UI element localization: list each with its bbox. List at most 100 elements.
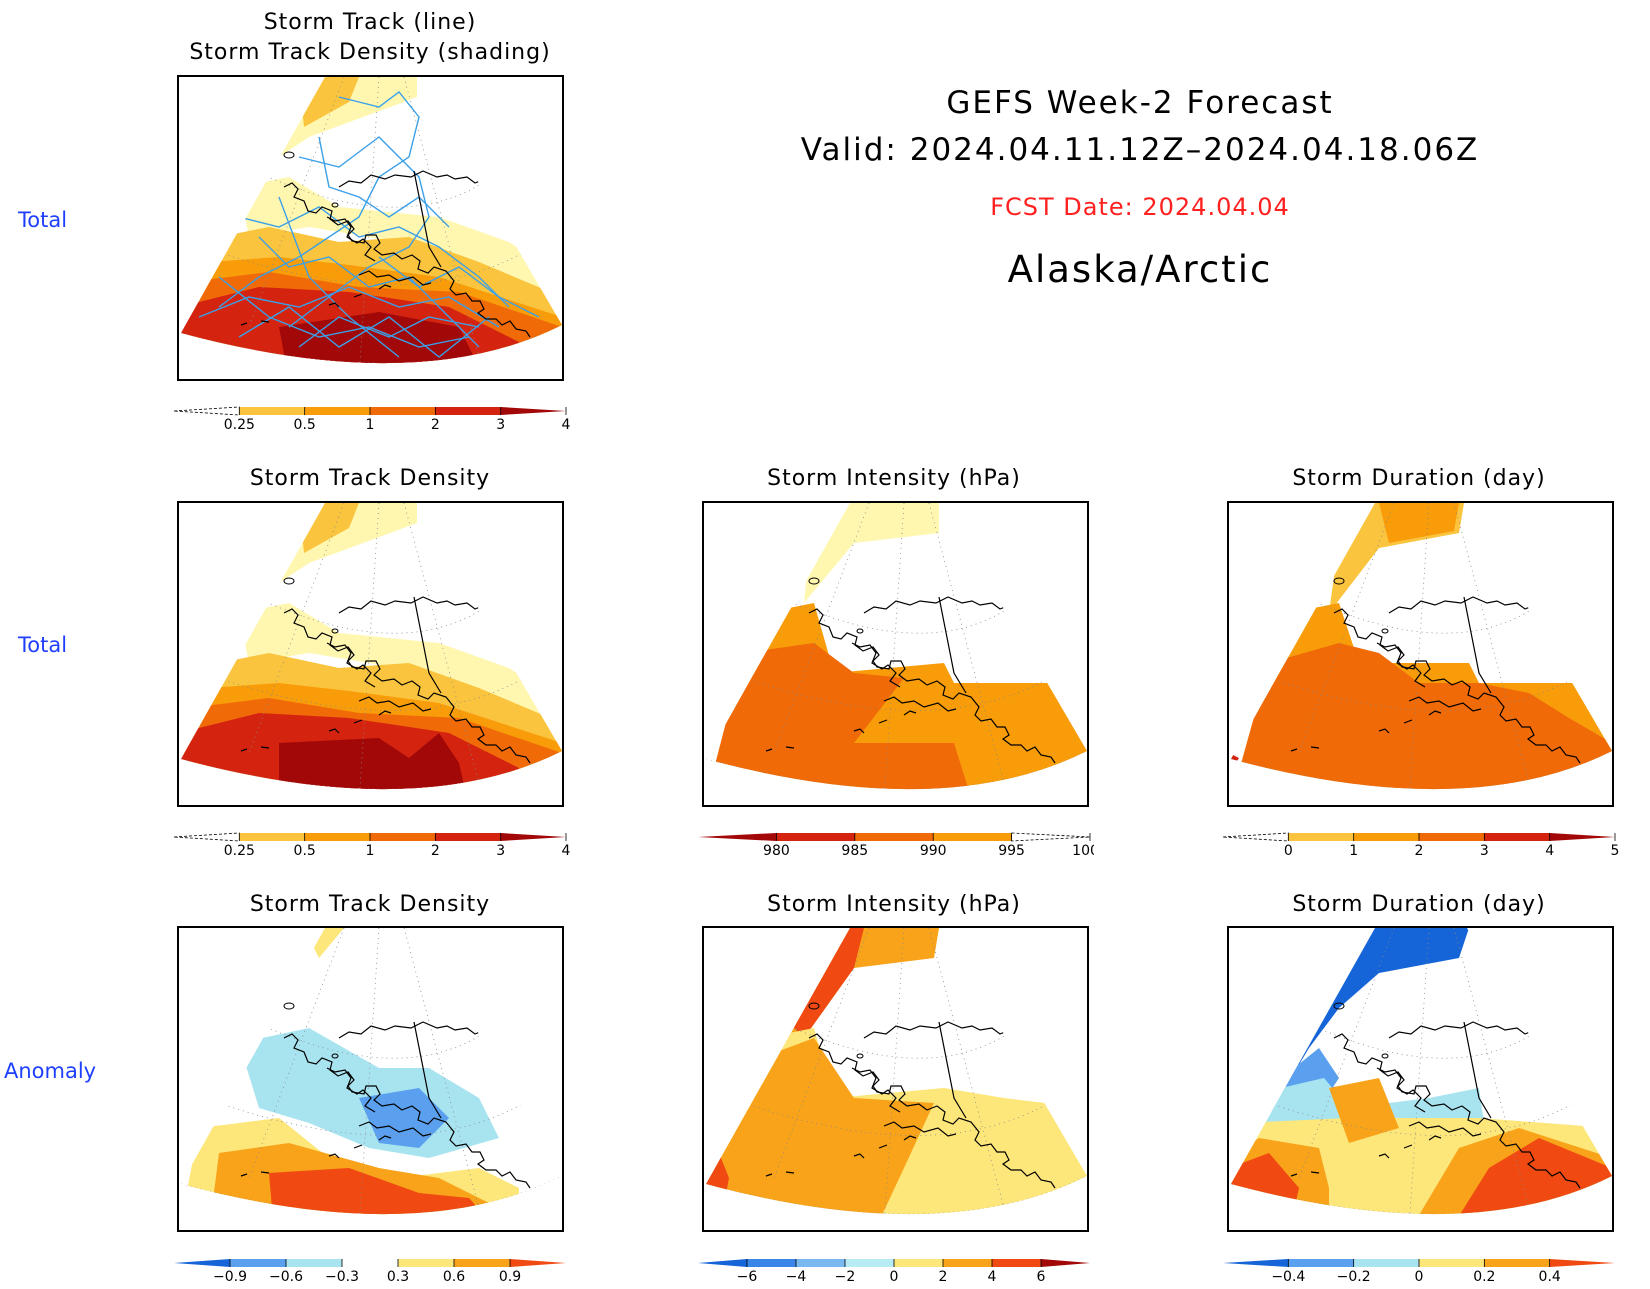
colorbar-swatch [894, 1259, 943, 1267]
colorbar-swatch [776, 833, 855, 841]
colorbar-tick-label: −2 [835, 1269, 856, 1285]
colorbar-swatch [1011, 832, 1091, 842]
colorbar-swatch [1419, 833, 1485, 841]
colorbar-tick-label: 3 [496, 417, 505, 433]
colorbar-tick-label: 0.4 [1539, 1269, 1561, 1285]
colorbar-swatch [304, 833, 370, 841]
panel-title-duration-anom: Storm Duration (day) [1292, 892, 1546, 917]
colorbar-swatch [239, 833, 305, 841]
colorbar-tick-label: 2 [431, 417, 440, 433]
colorbar-swatch [230, 1259, 286, 1267]
colorbar-tick-label: 4 [562, 843, 570, 859]
panel-title-track: Storm Track (line) Storm Track Density (… [170, 8, 570, 68]
map-density-anomaly [177, 926, 564, 1232]
colorbar-swatch [1419, 1259, 1485, 1267]
colorbar-swatch [1041, 1259, 1090, 1267]
colorbar-density-top: 0.25 0.5 1 2 3 4 [170, 403, 571, 437]
colorbar-swatch [173, 406, 240, 416]
colorbar-tick-label: 2 [431, 843, 440, 859]
fcst-date: FCST Date: 2024.04.04 [990, 193, 1290, 221]
colorbar-swatch [698, 1259, 747, 1267]
colorbar-duration-anomaly: −0.4 −0.2 0 0.2 0.4 [1219, 1255, 1619, 1289]
colorbar-tick-label: 980 [763, 843, 790, 859]
panel-title-intensity-anom: Storm Intensity (hPa) [767, 892, 1021, 917]
colorbar-swatch [1353, 1259, 1419, 1267]
colorbar-swatch [933, 833, 1012, 841]
colorbar-density-total: 0.25 0.5 1 2 3 4 [170, 829, 571, 863]
colorbar-tick-label: 2 [939, 1269, 948, 1285]
colorbar-tick-label: 0 [1415, 1269, 1424, 1285]
colorbar-tick-label: 4 [988, 1269, 997, 1285]
colorbar-swatch [1223, 1259, 1289, 1267]
colorbar-tick-label: 1 [366, 843, 375, 859]
colorbar-tick-label: −6 [737, 1269, 758, 1285]
colorbar-tick-label: 0 [1284, 843, 1293, 859]
colorbar-swatch [342, 1259, 398, 1267]
row-label-total-1: Total [18, 208, 68, 232]
colorbar-density-anomaly: −0.9 −0.6 −0.3 0.3 0.6 0.9 [170, 1255, 570, 1289]
map-intensity-anomaly [702, 926, 1089, 1232]
colorbar-tick-label: 0 [890, 1269, 899, 1285]
row-label-anomaly: Anomaly [4, 1059, 97, 1083]
colorbar-tick-label: −4 [786, 1269, 807, 1285]
colorbar-tick-label: 990 [920, 843, 947, 859]
colorbar-tick-label: 995 [998, 843, 1025, 859]
colorbar-swatch [747, 1259, 796, 1267]
colorbar-tick-label: 0.5 [294, 417, 316, 433]
colorbar-swatch [1222, 832, 1289, 842]
colorbar-swatch [174, 1259, 230, 1267]
colorbar-swatch [286, 1259, 342, 1267]
colorbar-swatch [1549, 833, 1615, 841]
colorbar-tick-label: −0.2 [1337, 1269, 1371, 1285]
colorbar-swatch [796, 1259, 845, 1267]
region-label: Alaska/Arctic [1007, 248, 1273, 291]
colorbar-tick-label: 0.5 [294, 843, 316, 859]
colorbar-tick-label: 0.25 [224, 843, 255, 859]
colorbar-swatch [370, 407, 436, 415]
colorbar-swatch [454, 1259, 510, 1267]
colorbar-swatch [1549, 1259, 1615, 1267]
colorbar-tick-label: 0.3 [387, 1269, 409, 1285]
colorbar-tick-label: −0.6 [269, 1269, 303, 1285]
forecast-title: GEFS Week-2 Forecast [946, 85, 1334, 121]
colorbar-swatch [304, 407, 370, 415]
colorbar-swatch [370, 833, 436, 841]
colorbar-tick-label: 4 [1545, 843, 1554, 859]
colorbar-swatch [854, 833, 934, 841]
colorbar-tick-label: 0.9 [499, 1269, 521, 1285]
colorbar-tick-label: 985 [841, 843, 868, 859]
colorbar-swatch [992, 1259, 1041, 1267]
map-storm-track [177, 75, 564, 381]
colorbar-swatch [943, 1259, 992, 1267]
colorbar-swatch [1288, 1259, 1354, 1267]
colorbar-duration-total: 0 1 2 3 4 5 [1219, 829, 1619, 863]
map-duration-total [1227, 501, 1614, 807]
panel-title-density-anom: Storm Track Density [249, 892, 491, 917]
row-label-total-2: Total [18, 633, 68, 657]
colorbar-swatch [1484, 1259, 1550, 1267]
colorbar-intensity-total: 980 985 990 995 1000 [694, 829, 1108, 863]
colorbar-swatch [239, 407, 305, 415]
colorbar-swatch [1484, 833, 1550, 841]
colorbar-tick-label: −0.4 [1271, 1269, 1305, 1285]
colorbar-swatch [1353, 833, 1419, 841]
colorbar-swatch [510, 1259, 566, 1267]
panel-title-line1: Storm Track (line) [263, 10, 477, 35]
colorbar-swatch [435, 407, 501, 415]
colorbar-swatch [500, 407, 566, 415]
colorbar-tick-label: 3 [1480, 843, 1489, 859]
panel-title-intensity-total: Storm Intensity (hPa) [767, 466, 1021, 491]
map-density-total [177, 501, 564, 807]
colorbar-tick-label: 2 [1415, 843, 1424, 859]
panel-title-duration-total: Storm Duration (day) [1292, 466, 1546, 491]
panel-title-line2: Storm Track Density (shading) [189, 40, 551, 65]
colorbar-swatch [698, 833, 777, 841]
colorbar-tick-label: 1 [366, 417, 375, 433]
colorbar-tick-label: 1000 [1072, 843, 1094, 859]
valid-range: Valid: 2024.04.11.12Z–2024.04.18.06Z [800, 132, 1480, 168]
colorbar-tick-label: −0.3 [325, 1269, 359, 1285]
colorbar-tick-label: 0.2 [1473, 1269, 1495, 1285]
colorbar-tick-label: 5 [1611, 843, 1619, 859]
colorbar-tick-label: 1 [1349, 843, 1358, 859]
panel-title-density-total: Storm Track Density [249, 466, 491, 491]
